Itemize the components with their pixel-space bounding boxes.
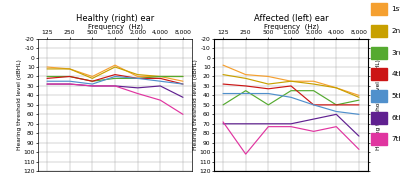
X-axis label: Frequency  (Hz): Frequency (Hz) (264, 24, 318, 30)
Text: 1st: 1st (391, 6, 400, 12)
Y-axis label: Hearing threshold level (dBHL): Hearing threshold level (dBHL) (193, 59, 198, 150)
X-axis label: Frequency  (Hz): Frequency (Hz) (88, 24, 142, 30)
Text: 2nd: 2nd (391, 28, 400, 34)
Text: 3rd: 3rd (391, 50, 400, 56)
Text: 6th: 6th (391, 115, 400, 121)
Title: Healthy (right) ear: Healthy (right) ear (76, 14, 154, 23)
Title: Affected (left) ear: Affected (left) ear (254, 14, 328, 23)
Text: 5th: 5th (391, 93, 400, 99)
Text: 7th: 7th (391, 137, 400, 142)
Y-axis label: Hearing threshold level (dBHL): Hearing threshold level (dBHL) (17, 59, 22, 150)
Y-axis label: Hearing threshold level (dBHL): Hearing threshold level (dBHL) (376, 59, 381, 150)
Text: 4th: 4th (391, 71, 400, 77)
